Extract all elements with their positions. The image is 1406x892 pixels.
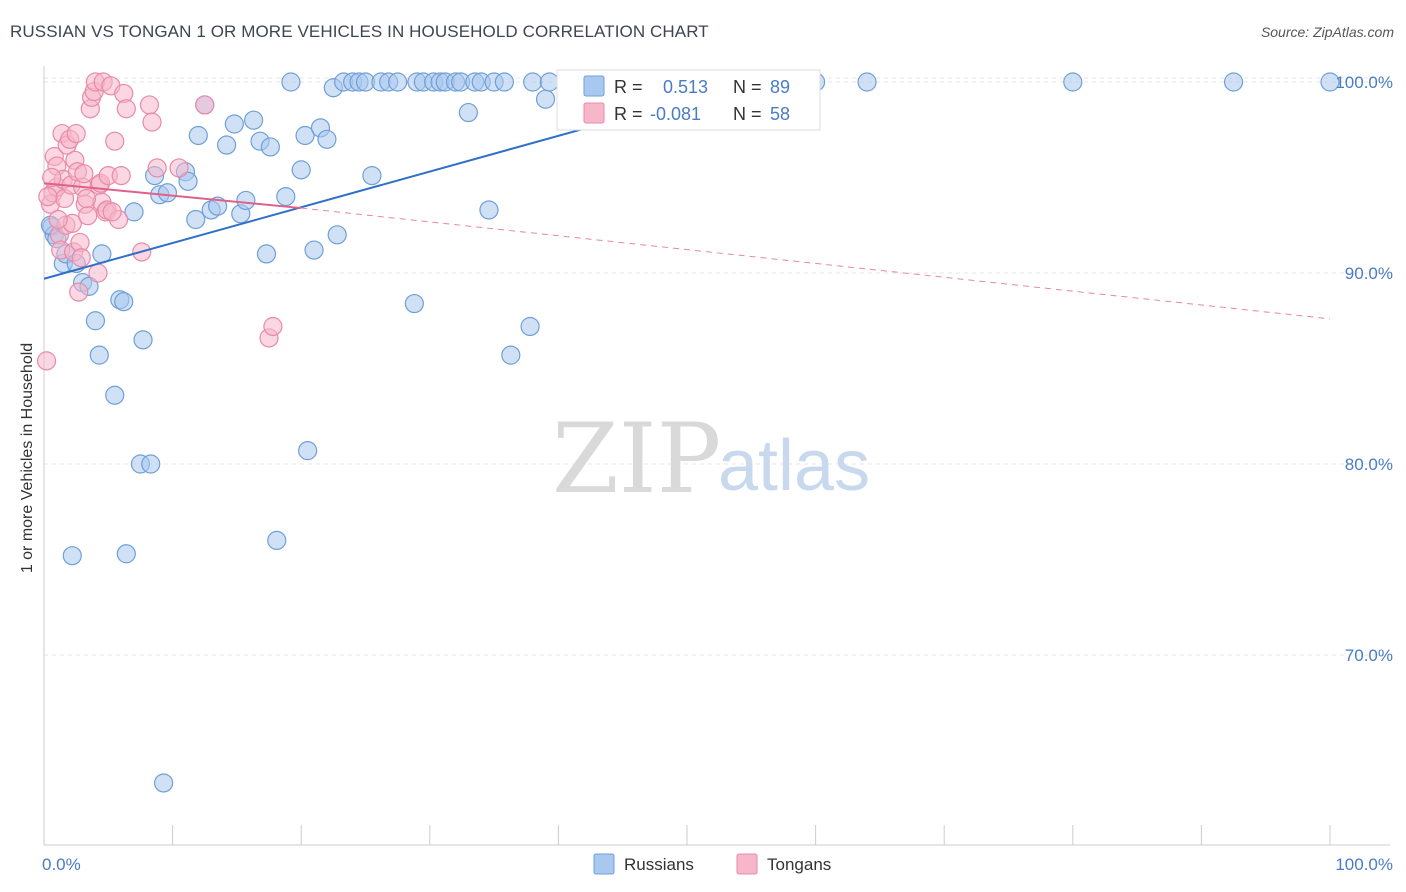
tongan-point-52 [38,187,58,207]
tongan-point-56 [102,202,122,222]
legend-n-value-russians: 89 [770,77,790,97]
russian-point-66 [479,200,499,220]
legend-n-label-russians: N = [733,77,762,97]
series-legend-label-russians: Russians [624,855,694,874]
russian-point-5 [62,546,82,566]
russian-point-40 [291,160,311,180]
tongan-point-55 [76,188,97,209]
legend-swatch-russians [583,75,605,97]
russian-point-83 [1320,72,1340,92]
russian-point-55 [388,72,408,92]
russian-point-72 [535,89,556,109]
chart-title: RUSSIAN VS TONGAN 1 OR MORE VEHICLES IN … [10,22,709,41]
russian-point-70 [520,316,540,337]
russian-point-45 [317,129,337,149]
russian-point-9 [89,345,109,365]
source-label: Source: ZipAtlas.com [1260,24,1394,40]
grid-lines [44,77,1390,656]
russian-point-30 [224,114,244,134]
russian-point-8 [85,311,106,331]
y-tick-label-0: 70.0% [1345,646,1393,665]
russian-point-82 [1223,72,1244,92]
x-tick-label-1: 100.0% [1335,855,1393,874]
russian-point-87 [404,293,424,314]
stats-legend: R = 0.513 N = 89 R = -0.081 N = 58 [556,69,821,131]
series-legend-swatch-russians [593,853,615,875]
russian-point-20 [153,773,174,793]
russian-point-14 [124,202,144,222]
russian-point-41 [295,125,315,146]
russian-point-47 [327,225,347,245]
russian-point-42 [298,441,318,461]
russian-point-35 [256,244,277,264]
russian-point-33 [244,110,264,130]
tongan-point-48 [169,158,189,178]
legend-r-value-tongans: -0.081 [650,104,701,124]
tongan-point-30 [88,263,108,283]
russian-point-80 [857,72,877,92]
tongan-point-20 [69,282,89,302]
series-legend-label-tongans: Tongans [767,855,831,874]
series-legend-swatch-tongans [736,853,758,875]
russian-point-17 [141,454,161,474]
russian-point-12 [114,292,134,312]
tongan-point-18 [66,123,86,144]
russian-point-63 [458,102,478,123]
russian-point-28 [208,196,228,216]
tongan-point-45 [139,95,160,115]
russian-point-52 [362,165,382,186]
russian-point-23 [178,171,198,191]
tongan-point-43 [116,99,136,119]
russian-point-25 [188,125,208,146]
watermark: ZIP atlas [552,403,870,515]
tongan-point-54 [71,248,91,268]
russian-point-36 [260,137,280,157]
y-tick-label-1: 80.0% [1345,455,1393,474]
tongan-point-51 [263,316,283,337]
tongan-point-39 [105,131,125,151]
legend-r-label-russians: R = [614,77,643,97]
legend-n-value-tongans: 58 [770,104,790,124]
tick-labels: 70.0% 80.0% 90.0% 100.0% 0.0% 100.0% [42,73,1393,874]
russian-point-29 [217,135,237,155]
russian-point-69 [501,345,521,365]
russian-point-39 [281,72,301,92]
y-tick-label-2: 90.0% [1345,264,1393,283]
russian-point-73 [539,72,559,92]
russian-point-13 [116,544,136,564]
tongan-point-53 [48,209,68,230]
russian-point-21 [157,183,178,203]
tongan-point-49 [195,95,215,115]
tongan-point-23 [74,164,94,184]
y-tick-label-3: 100.0% [1335,73,1393,92]
legend-swatch-tongans [583,102,605,124]
russian-point-32 [236,190,256,211]
tongan-point-46 [142,112,162,132]
tongan-point-47 [147,158,167,178]
x-tick-label-0: 0.0% [42,855,81,874]
series-legend: Russians Tongans [593,853,831,875]
russian-point-81 [1063,72,1083,92]
tongan-trend-line-dashed [301,207,1331,320]
legend-n-label-tongans: N = [733,104,762,124]
russian-point-43 [304,240,324,260]
russian-point-38 [276,187,296,207]
russian-point-37 [267,530,287,551]
russian-point-68 [494,72,514,92]
tongan-trend-line [43,182,302,210]
tongan-point-25 [78,206,98,226]
watermark-zip: ZIP [552,403,721,515]
russian-point-24 [186,209,206,230]
tongan-point-0 [36,351,57,371]
russian-point-15 [133,330,153,350]
watermark-atlas: atlas [718,426,870,506]
legend-r-value-russians: 0.513 [663,77,708,97]
tongan-point-41 [111,165,131,186]
legend-r-label-tongans: R = [614,104,643,124]
russian-point-10 [105,385,125,405]
tongan-point-57 [42,167,62,188]
russian-point-71 [523,72,543,92]
